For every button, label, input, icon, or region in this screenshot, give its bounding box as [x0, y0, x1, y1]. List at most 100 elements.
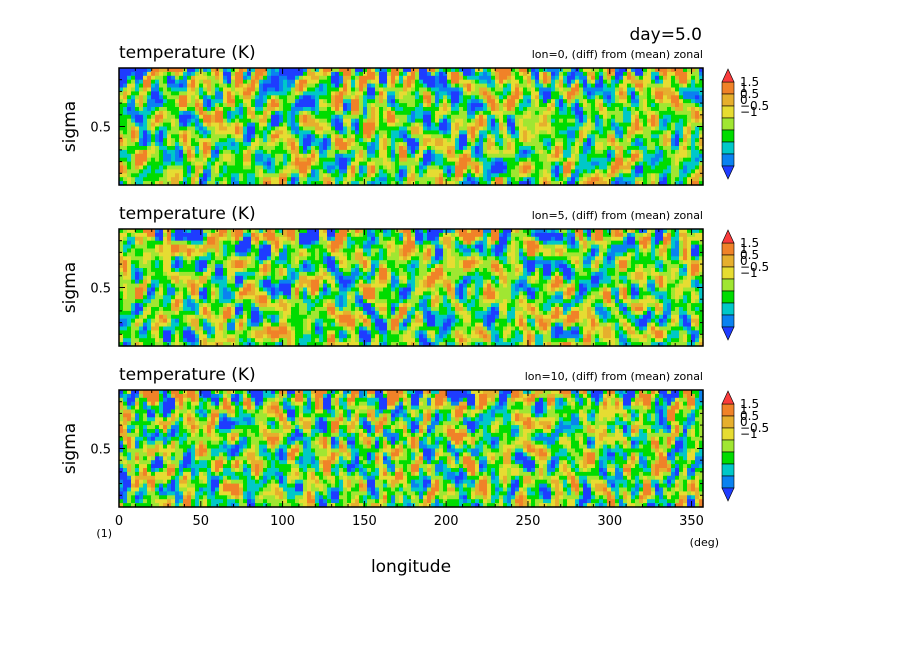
heatmap-cell	[203, 107, 208, 112]
heatmap-cell	[287, 149, 292, 155]
heatmap-cell	[651, 103, 656, 108]
heatmap-cell	[607, 283, 616, 289]
heatmap-cell	[119, 177, 124, 182]
heatmap-cell	[383, 134, 388, 139]
heatmap-cell	[155, 118, 160, 124]
heatmap-cell	[167, 114, 176, 120]
heatmap-cell	[287, 91, 292, 96]
heatmap-cell	[543, 165, 552, 170]
heatmap-cell	[199, 79, 204, 85]
heatmap-cell	[423, 275, 428, 281]
heatmap-cell	[491, 103, 496, 108]
heatmap-cell	[219, 161, 224, 167]
heatmap-cell	[519, 103, 532, 108]
heatmap-cell	[359, 264, 364, 269]
heatmap-cell	[643, 169, 664, 174]
heatmap-cell	[603, 264, 616, 269]
heatmap-cell	[343, 138, 348, 143]
heatmap-cell	[527, 271, 532, 277]
heatmap-cell	[443, 142, 456, 147]
heatmap-cell	[643, 271, 648, 277]
heatmap-cell	[147, 114, 152, 120]
heatmap-cell	[259, 75, 264, 81]
heatmap-cell	[243, 138, 248, 143]
heatmap-cell	[403, 248, 412, 253]
heatmap-cell	[227, 260, 232, 265]
heatmap-cell	[659, 126, 668, 131]
heatmap-cell	[123, 283, 128, 289]
heatmap-cell	[467, 229, 472, 234]
heatmap-cell	[371, 138, 376, 143]
heatmap-cell	[499, 283, 504, 289]
heatmap-cell	[455, 122, 460, 128]
heatmap-cell	[195, 264, 200, 269]
heatmap-cell	[355, 71, 360, 77]
heatmap-cell	[447, 103, 452, 108]
heatmap-cell	[327, 165, 336, 170]
heatmap-cell	[259, 229, 264, 234]
heatmap-cell	[147, 153, 152, 159]
heatmap-cell	[311, 138, 316, 143]
heatmap-cell	[275, 130, 284, 135]
heatmap-cell	[491, 146, 496, 151]
heatmap-cell	[335, 138, 344, 143]
heatmap-cell	[515, 177, 520, 182]
heatmap-cell	[443, 181, 456, 186]
heatmap-cell	[387, 149, 392, 155]
heatmap-cell	[583, 79, 588, 85]
heatmap-cell	[567, 99, 572, 104]
heatmap-cell	[639, 122, 644, 128]
heatmap-cell	[555, 165, 560, 170]
heatmap-cell	[439, 177, 444, 182]
heatmap-cell	[579, 99, 584, 104]
heatmap-cell	[215, 142, 232, 147]
heatmap-cell	[171, 153, 176, 159]
heatmap-cell	[527, 134, 536, 139]
heatmap-cell	[287, 79, 296, 85]
heatmap-cell	[519, 275, 528, 281]
heatmap-cell	[223, 268, 228, 273]
heatmap-cell	[199, 181, 204, 186]
heatmap-cell	[183, 161, 192, 167]
heatmap-cell	[679, 260, 684, 265]
heatmap-cell	[671, 107, 676, 112]
heatmap-cell	[375, 75, 380, 81]
heatmap-cell	[563, 79, 568, 85]
heatmap-cell	[591, 142, 596, 147]
heatmap-cell	[355, 283, 360, 289]
heatmap-cell	[551, 146, 556, 151]
heatmap-cell	[191, 110, 196, 116]
heatmap-cell	[251, 157, 256, 163]
heatmap-cell	[683, 181, 688, 186]
heatmap-cell	[523, 149, 528, 155]
heatmap-cell	[351, 279, 356, 285]
heatmap-cell	[271, 283, 276, 289]
heatmap-cell	[471, 283, 476, 289]
heatmap-cell	[495, 240, 500, 246]
heatmap-cell	[683, 83, 688, 89]
heatmap-cell	[291, 177, 296, 182]
heatmap-cell	[255, 126, 260, 131]
heatmap-cell	[159, 122, 164, 128]
heatmap-cell	[287, 264, 292, 269]
heatmap-cell	[187, 138, 192, 143]
heatmap-cell	[391, 71, 400, 77]
heatmap-cell	[339, 87, 344, 92]
heatmap-cell	[611, 165, 620, 170]
heatmap-cell	[451, 126, 456, 131]
heatmap-cell	[239, 107, 244, 112]
heatmap-cell	[559, 110, 568, 116]
heatmap-cell	[619, 275, 628, 281]
heatmap-cell	[431, 95, 436, 100]
heatmap-cell	[343, 177, 348, 182]
heatmap-cell	[243, 71, 248, 77]
heatmap-cell	[675, 157, 680, 163]
heatmap-cell	[687, 177, 692, 182]
heatmap-cell	[531, 177, 536, 182]
heatmap-cell	[611, 279, 616, 285]
heatmap-cell	[563, 153, 572, 159]
heatmap-cell	[655, 240, 660, 246]
heatmap-cell	[543, 118, 548, 124]
heatmap-cell	[595, 107, 600, 112]
heatmap-cell	[347, 130, 352, 135]
